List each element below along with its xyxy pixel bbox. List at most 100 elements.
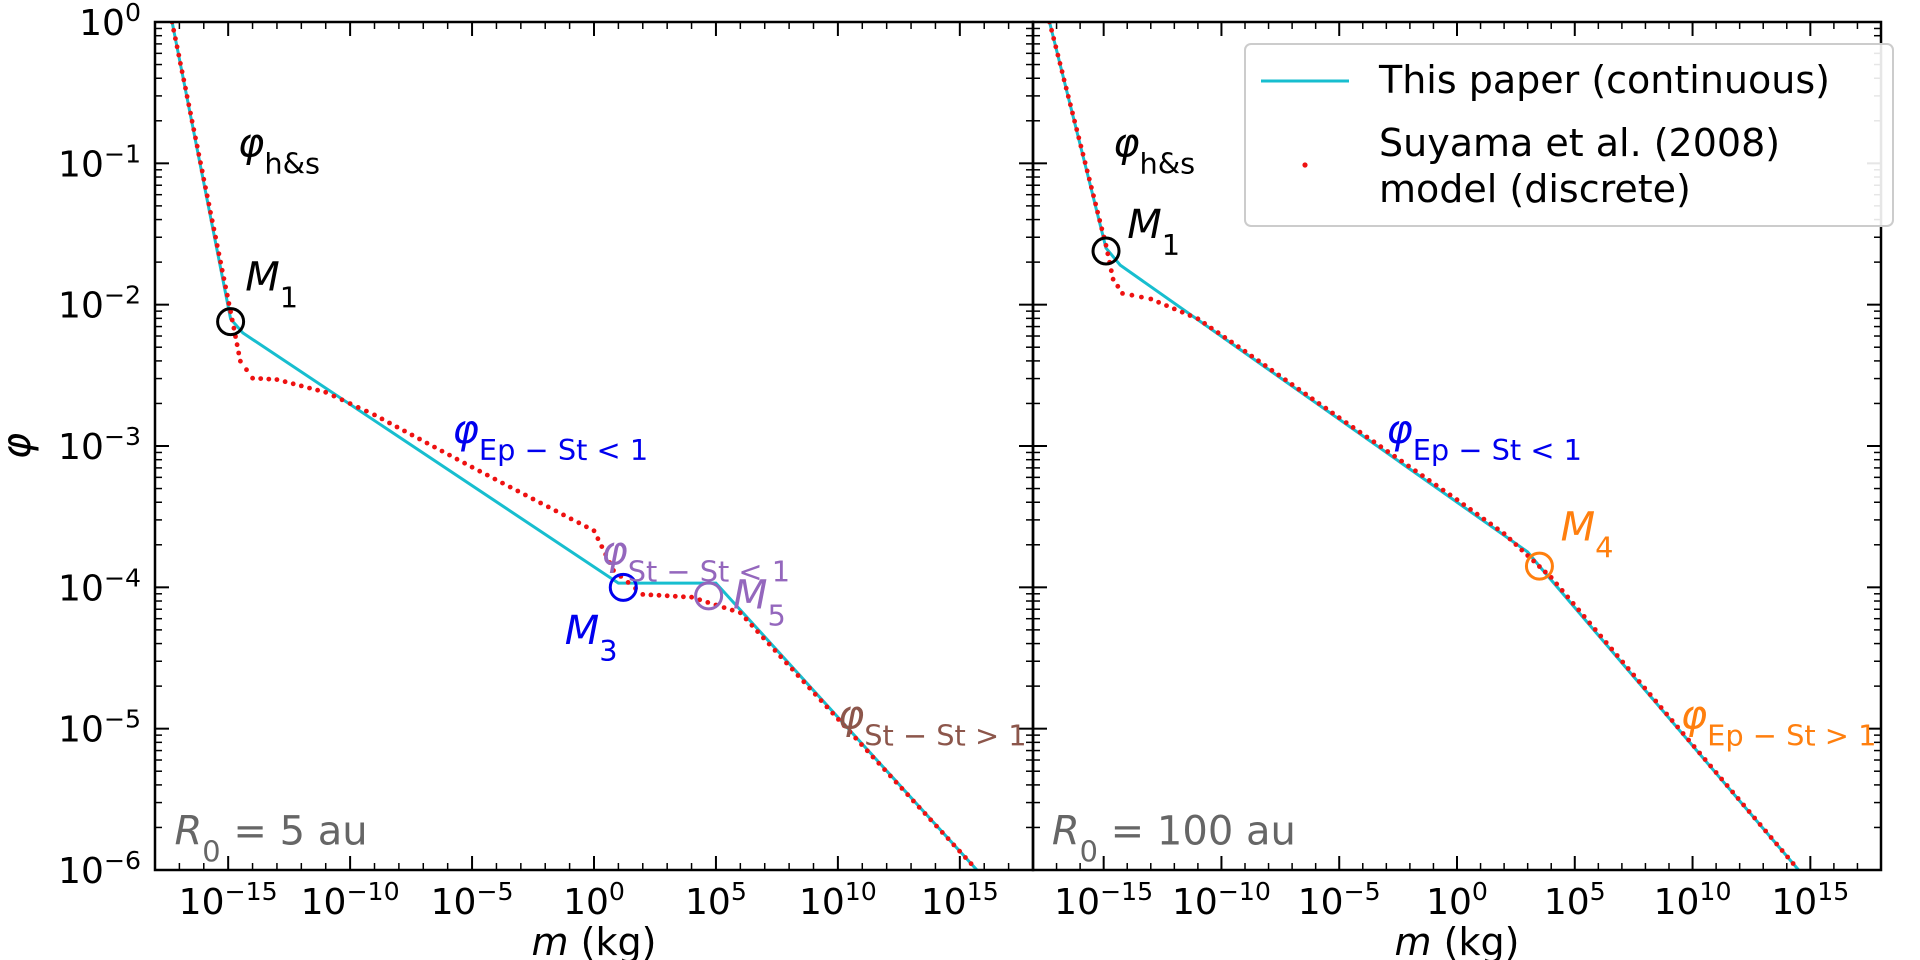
series-point-discrete bbox=[1768, 835, 1774, 840]
series-point-discrete bbox=[477, 468, 483, 474]
series-point-discrete bbox=[1076, 135, 1082, 141]
series-point-discrete bbox=[462, 460, 467, 466]
series-point-discrete bbox=[298, 383, 304, 389]
series-point-discrete bbox=[922, 811, 928, 816]
series-point-discrete bbox=[1336, 415, 1342, 421]
series-point-discrete bbox=[1276, 372, 1282, 378]
x-tick-label: 10−10 bbox=[1172, 877, 1271, 924]
series-point-discrete bbox=[221, 276, 227, 281]
series-point-discrete bbox=[963, 855, 968, 860]
x-tick-label: 105 bbox=[1544, 877, 1606, 924]
series-point-discrete bbox=[173, 36, 178, 41]
series-point-discrete bbox=[282, 379, 288, 385]
series-point-discrete bbox=[213, 234, 219, 240]
series-point-discrete bbox=[1084, 168, 1090, 174]
series-point-discrete bbox=[1091, 193, 1096, 199]
series-point-discrete bbox=[1713, 770, 1719, 775]
series-point-discrete bbox=[1440, 487, 1446, 493]
series-point-discrete bbox=[1070, 110, 1075, 116]
series-point-discrete bbox=[1461, 502, 1467, 507]
series-point-discrete bbox=[1364, 434, 1370, 440]
series-point-discrete bbox=[1426, 478, 1432, 483]
series-point-discrete bbox=[1392, 453, 1397, 459]
series-point-discrete bbox=[1179, 309, 1185, 315]
series-point-discrete bbox=[229, 317, 235, 323]
marker-m1 bbox=[1091, 236, 1121, 266]
series-point-discrete bbox=[812, 691, 818, 697]
series-point-discrete bbox=[424, 440, 430, 446]
series-point-discrete bbox=[244, 367, 249, 373]
series-point-discrete bbox=[847, 729, 853, 735]
series-point-discrete bbox=[469, 464, 475, 470]
series-point-discrete bbox=[729, 607, 735, 613]
series-point-discrete bbox=[1080, 151, 1086, 157]
series-point-discrete bbox=[238, 358, 243, 364]
axes-frame bbox=[1031, 20, 1883, 872]
series-point-discrete bbox=[1089, 185, 1094, 190]
series-point-discrete bbox=[226, 301, 232, 306]
series-point-discrete bbox=[545, 504, 551, 510]
series-point-discrete bbox=[784, 660, 789, 666]
series-point-discrete bbox=[1316, 401, 1322, 406]
series-point-discrete bbox=[191, 127, 197, 132]
series-point-discrete bbox=[530, 496, 536, 502]
series-point-discrete bbox=[553, 508, 559, 514]
series-point-discrete bbox=[1708, 763, 1713, 769]
series-point-discrete bbox=[171, 27, 177, 33]
series-point-discrete bbox=[1055, 52, 1061, 58]
annotation-r0: R0 = 100 au bbox=[1052, 809, 1296, 869]
legend-label: model (discrete) bbox=[1379, 167, 1691, 211]
series-point-discrete bbox=[196, 152, 202, 157]
series-point-discrete bbox=[372, 412, 377, 418]
series-point-discrete bbox=[181, 77, 187, 83]
series-point-discrete bbox=[705, 600, 711, 605]
annotation-m3: M3 bbox=[565, 608, 618, 668]
series-point-discrete bbox=[1074, 127, 1080, 132]
series-point-discrete bbox=[1735, 796, 1741, 801]
series-point-discrete bbox=[1099, 226, 1105, 232]
series-point-discrete bbox=[648, 592, 654, 598]
marker-m1 bbox=[216, 307, 246, 337]
series-point-discrete bbox=[188, 110, 193, 116]
series-point-discrete bbox=[1647, 692, 1653, 697]
series-point-discrete bbox=[824, 704, 830, 710]
x-tick-label: 10−5 bbox=[431, 877, 514, 924]
series-point-discrete bbox=[1576, 607, 1582, 613]
series-point-discrete bbox=[876, 760, 882, 766]
series-point-discrete bbox=[1296, 386, 1302, 392]
series-point-discrete bbox=[174, 44, 180, 50]
series-point-discrete bbox=[1730, 789, 1735, 795]
series-point-discrete bbox=[1548, 575, 1554, 580]
y-tick-label: 10−5 bbox=[58, 704, 141, 751]
annotation-phi-hs: φh&s bbox=[238, 120, 320, 180]
series-point-discrete bbox=[1222, 335, 1228, 340]
series-point-discrete bbox=[755, 629, 760, 634]
series-point-discrete bbox=[1741, 802, 1746, 808]
series-point-discrete bbox=[749, 622, 755, 628]
series-point-discrete bbox=[1565, 594, 1571, 600]
series-point-discrete bbox=[216, 251, 222, 257]
y-tick-label: 10−1 bbox=[58, 139, 141, 186]
annotation-phi-ep-st-lt1: φEp − St < 1 bbox=[1386, 407, 1582, 467]
panel-right: 10−15 10−10 10−5 100 105 1010 1015 φh&s M1 φEp − … bbox=[1031, 20, 1894, 960]
series-point-discrete bbox=[193, 135, 198, 141]
series-point-discrete bbox=[1501, 531, 1507, 536]
series-point-discrete bbox=[968, 861, 974, 867]
series-point-discrete bbox=[1537, 564, 1542, 569]
series-point-discrete bbox=[1680, 731, 1686, 736]
series-point-discrete bbox=[870, 754, 876, 760]
series-point-discrete bbox=[656, 592, 662, 598]
series-point-discrete bbox=[934, 823, 939, 829]
series-point-discrete bbox=[1343, 420, 1349, 425]
series-point-discrete bbox=[228, 309, 234, 315]
series-point-discrete bbox=[223, 284, 229, 290]
series-point-discrete bbox=[1598, 633, 1604, 639]
series-point-discrete bbox=[1202, 321, 1207, 326]
series-point-discrete bbox=[591, 528, 597, 534]
series-point-discrete bbox=[595, 536, 601, 542]
series-point-discrete bbox=[1413, 468, 1418, 474]
series-point-discrete bbox=[766, 641, 772, 647]
series-point-discrete bbox=[1068, 102, 1073, 108]
marker-m4 bbox=[1524, 551, 1554, 581]
series-point-discrete bbox=[409, 432, 415, 438]
